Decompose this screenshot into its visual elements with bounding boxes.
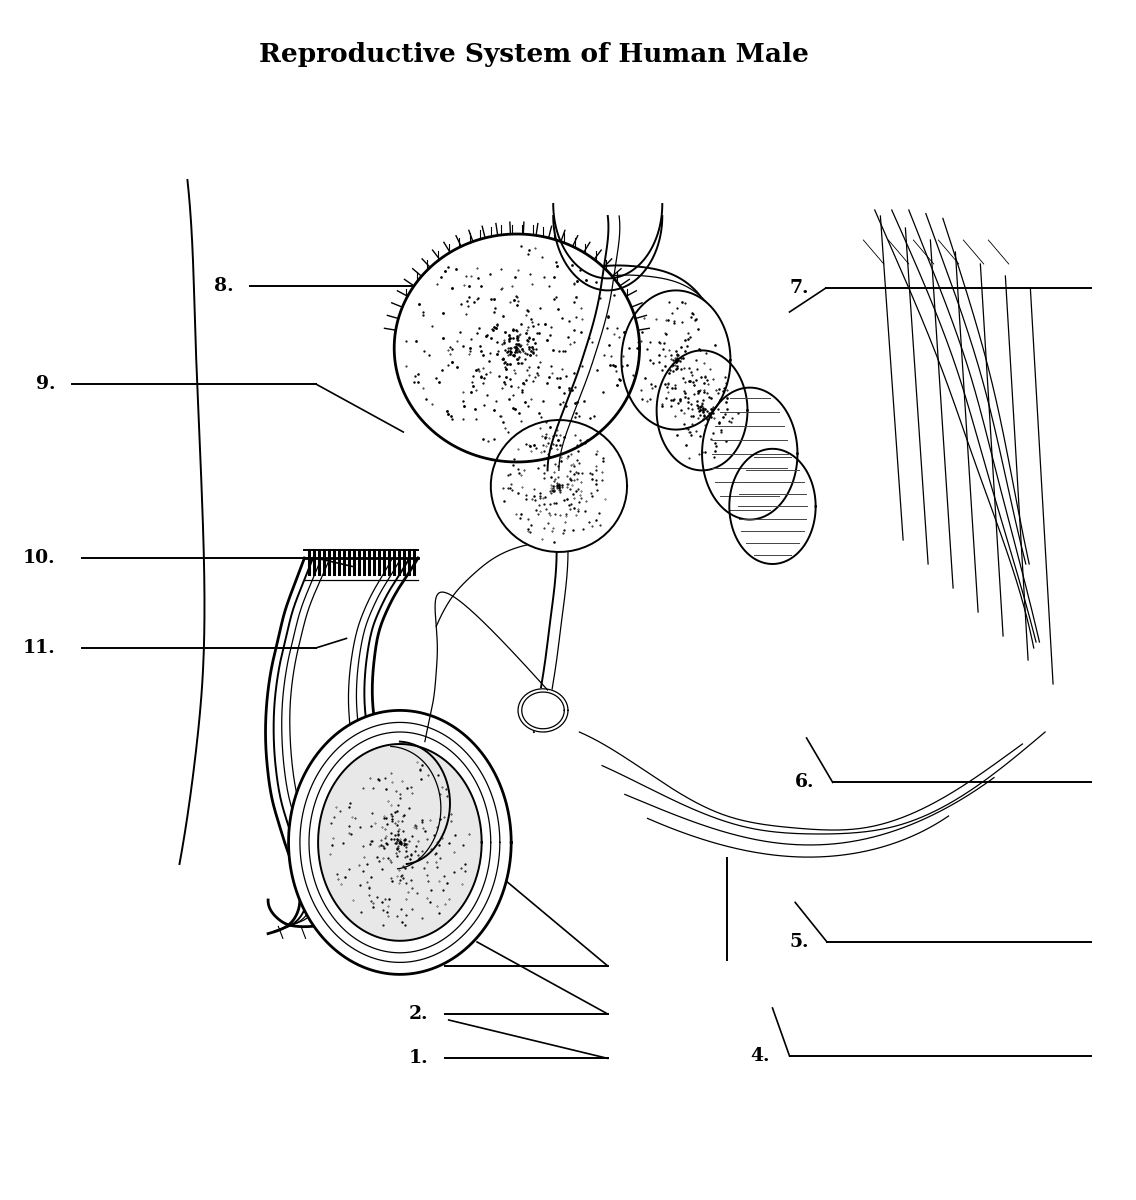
Polygon shape <box>394 234 640 462</box>
Text: 1.: 1. <box>409 1049 428 1068</box>
Text: 8.: 8. <box>214 276 233 294</box>
Text: 3.: 3. <box>409 958 428 974</box>
Polygon shape <box>702 388 797 520</box>
Polygon shape <box>518 689 568 732</box>
Text: 7.: 7. <box>790 278 809 296</box>
Text: 10.: 10. <box>23 550 56 566</box>
Text: 6.: 6. <box>795 774 815 792</box>
Polygon shape <box>521 692 565 728</box>
Polygon shape <box>621 290 730 430</box>
Text: 11.: 11. <box>23 638 56 658</box>
Polygon shape <box>729 449 816 564</box>
Polygon shape <box>491 420 627 552</box>
Polygon shape <box>657 350 747 470</box>
Text: 9.: 9. <box>36 374 56 392</box>
Text: Reproductive System of Human Male: Reproductive System of Human Male <box>259 42 809 67</box>
Polygon shape <box>318 744 482 941</box>
Text: 2.: 2. <box>409 1006 428 1022</box>
Text: 4.: 4. <box>750 1046 769 1066</box>
Polygon shape <box>289 710 511 974</box>
Text: 5.: 5. <box>790 934 809 950</box>
